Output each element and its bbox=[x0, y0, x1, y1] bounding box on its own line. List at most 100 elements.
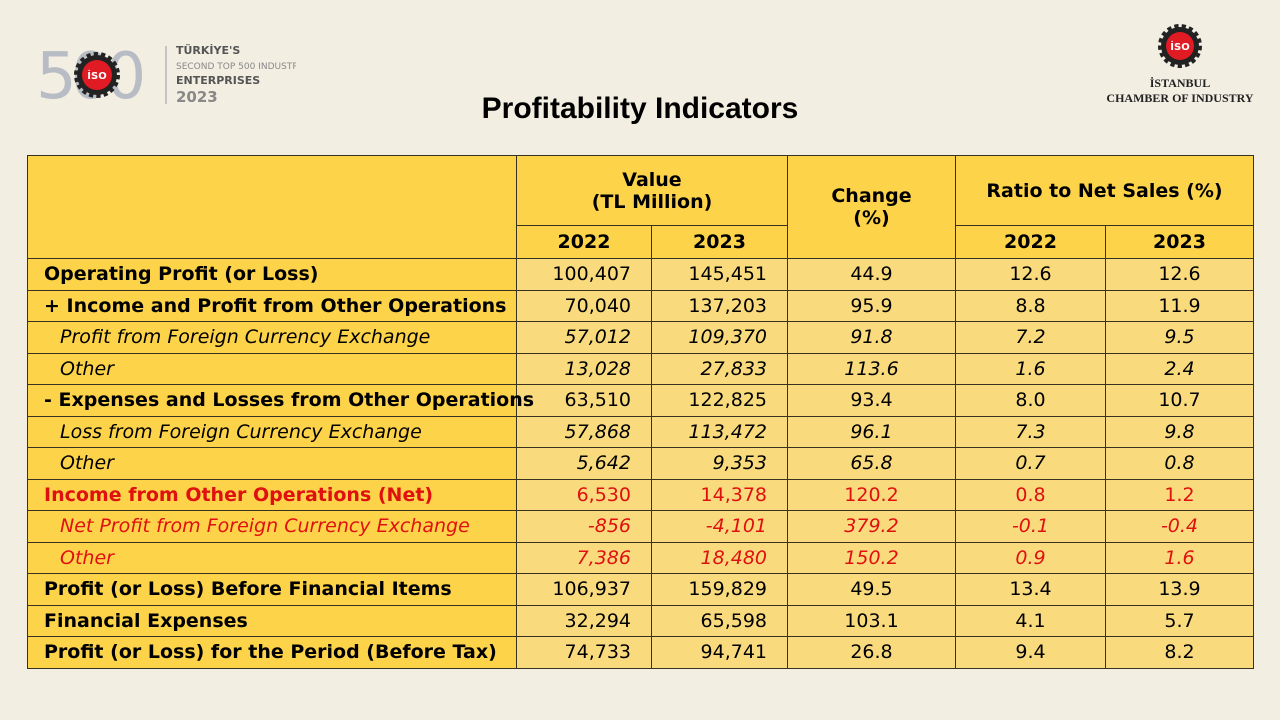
year-cell: 2023 bbox=[651, 225, 788, 259]
table-row: + Income and Profit from Other Operation… bbox=[27, 289, 1254, 322]
badge bbox=[82, 60, 112, 90]
value-cell: 145,451 bbox=[651, 258, 788, 291]
year-cell: 2023 bbox=[1105, 225, 1254, 259]
header-text: (TL Million) bbox=[591, 190, 713, 213]
value-cell: 9.8 bbox=[1105, 415, 1254, 448]
row-label: Financial Expenses bbox=[27, 604, 517, 637]
value-cell: 65,598 bbox=[651, 604, 788, 637]
row-label: - Expenses and Losses from Other Operati… bbox=[27, 384, 534, 417]
value-cell: 93.4 bbox=[787, 384, 956, 417]
table-row: Loss from Foreign Currency Exchange 57,86… bbox=[27, 415, 1254, 448]
year-cell: 2022 bbox=[516, 225, 652, 259]
value-cell: 95.9 bbox=[787, 289, 956, 322]
value-cell: 44.9 bbox=[787, 258, 956, 291]
logo-line: TÜRKİYE'S bbox=[176, 43, 240, 57]
value-cell: 8.2 bbox=[1105, 636, 1254, 669]
logo-graphic: 500 İSO TÜRKİYE'S SECOND TOP 500 INDUSTR… bbox=[36, 40, 312, 114]
table-row: Financial Expenses 32,294 65,598 103.1 4.1 5.… bbox=[27, 604, 1254, 637]
row-label: + Income and Profit from Other Operation… bbox=[27, 289, 517, 322]
table-row: Other 13,028 27,833 113.6 1.6 2.4 bbox=[27, 352, 1254, 385]
value-cell: 0.8 bbox=[1105, 447, 1254, 480]
year-cell: 2022 bbox=[955, 225, 1106, 259]
badge-text: İSO bbox=[1170, 39, 1189, 53]
row-label: Profit (or Loss) Before Financial Items bbox=[27, 573, 517, 606]
value-cell: 57,012 bbox=[516, 321, 652, 354]
table-row: Operating Profit (or Loss) 100,407 145,451… bbox=[27, 258, 1254, 291]
value-cell: 18,480 bbox=[651, 541, 788, 574]
title: Profitability Indicators bbox=[481, 92, 799, 125]
value-cell: 8.8 bbox=[955, 289, 1106, 322]
value-cell: 32,294 bbox=[516, 604, 652, 637]
value-cell: 0.8 bbox=[955, 478, 1106, 511]
value-cell: 96.1 bbox=[787, 415, 956, 448]
row-label: Other bbox=[27, 447, 517, 480]
value-cell: 12.6 bbox=[1105, 258, 1254, 291]
row-label: Operating Profit (or Loss) bbox=[27, 258, 517, 291]
value-cell: -4,101 bbox=[651, 510, 788, 543]
value-cell: 26.8 bbox=[787, 636, 956, 669]
value-cell: 379.2 bbox=[787, 510, 956, 543]
value-cell: 12.6 bbox=[955, 258, 1106, 291]
value-cell: -856 bbox=[516, 510, 652, 543]
value-cell: 70,040 bbox=[516, 289, 652, 322]
value-cell: 137,203 bbox=[651, 289, 788, 322]
value-cell: 103.1 bbox=[787, 604, 956, 637]
value-cell: 150.2 bbox=[787, 541, 956, 574]
logo-line: CHAMBER OF INDUSTRY bbox=[1106, 91, 1254, 105]
value-cell: 109,370 bbox=[651, 321, 788, 354]
value-cell: 6,530 bbox=[516, 478, 652, 511]
header-cell: Change (%) bbox=[787, 155, 956, 259]
logo-line: 2023 bbox=[176, 88, 218, 106]
header-cell: Value (TL Million) bbox=[516, 155, 788, 226]
value-cell: 13.9 bbox=[1105, 573, 1254, 606]
value-cell: 5,642 bbox=[516, 447, 652, 480]
table-row: Income from Other Operations (Net) 6,530 1… bbox=[27, 478, 1254, 511]
value-cell: 7,386 bbox=[516, 541, 652, 574]
row-label: Net Profit from Foreign Currency Exchang… bbox=[27, 510, 517, 543]
table-row: - Expenses and Losses from Other Operati… bbox=[27, 384, 1254, 417]
value-cell: 7.3 bbox=[955, 415, 1106, 448]
value-cell: 7.2 bbox=[955, 321, 1106, 354]
value-cell: 1.2 bbox=[1105, 478, 1254, 511]
value-cell: 159,829 bbox=[651, 573, 788, 606]
value-cell: 122,825 bbox=[651, 384, 788, 417]
value-cell: 4.1 bbox=[955, 604, 1106, 637]
value-cell: 113.6 bbox=[787, 352, 956, 385]
table-row: Profit (or Loss) Before Financial Items 1… bbox=[27, 573, 1254, 606]
right-logo: İSO İSTANBUL CHAMBER OF INDUSTRY bbox=[1100, 20, 1260, 106]
value-cell: 0.9 bbox=[955, 541, 1106, 574]
header-text: Value bbox=[622, 168, 682, 191]
value-cell: 9,353 bbox=[651, 447, 788, 480]
value-cell: 113,472 bbox=[651, 415, 788, 448]
table: Value (TL Million) Change (%) Ratio to Net… bbox=[27, 155, 1254, 669]
value-cell: 14,378 bbox=[651, 478, 788, 511]
value-cell: 100,407 bbox=[516, 258, 652, 291]
value-cell: 1.6 bbox=[955, 352, 1106, 385]
row-label: Profit from Foreign Currency Exchange bbox=[27, 321, 517, 354]
left-logo: 500 İSO TÜRKİYE'S SECOND TOP 500 INDUSTR… bbox=[36, 40, 312, 114]
value-cell: 65.8 bbox=[787, 447, 956, 480]
row-label: Loss from Foreign Currency Exchange bbox=[27, 415, 517, 448]
corner-cell bbox=[27, 155, 517, 259]
value-cell: 1.6 bbox=[1105, 541, 1254, 574]
table-row: Profit (or Loss) for the Period (Before … bbox=[27, 636, 1254, 669]
row-label: Other bbox=[27, 352, 517, 385]
value-cell: 0.7 bbox=[955, 447, 1106, 480]
value-cell: -0.1 bbox=[955, 510, 1106, 543]
value-cell: 57,868 bbox=[516, 415, 652, 448]
value-cell: 13,028 bbox=[516, 352, 652, 385]
logo-graphic: İSO bbox=[1158, 24, 1202, 68]
value-cell: 91.8 bbox=[787, 321, 956, 354]
value-cell: 74,733 bbox=[516, 636, 652, 669]
table-row: Profit from Foreign Currency Exchange 57,… bbox=[27, 321, 1254, 354]
value-cell: 63,510 bbox=[516, 384, 652, 417]
value-cell: 49.5 bbox=[787, 573, 956, 606]
table-row: Net Profit from Foreign Currency Exchang… bbox=[27, 510, 1254, 543]
value-cell: 9.5 bbox=[1105, 321, 1254, 354]
value-cell: 10.7 bbox=[1105, 384, 1254, 417]
value-cell: 2.4 bbox=[1105, 352, 1254, 385]
table-row: Other 5,642 9,353 65.8 0.7 0.8 bbox=[27, 447, 1254, 480]
logo-line: İSTANBUL bbox=[1149, 76, 1211, 90]
value-cell: 5.7 bbox=[1105, 604, 1254, 637]
